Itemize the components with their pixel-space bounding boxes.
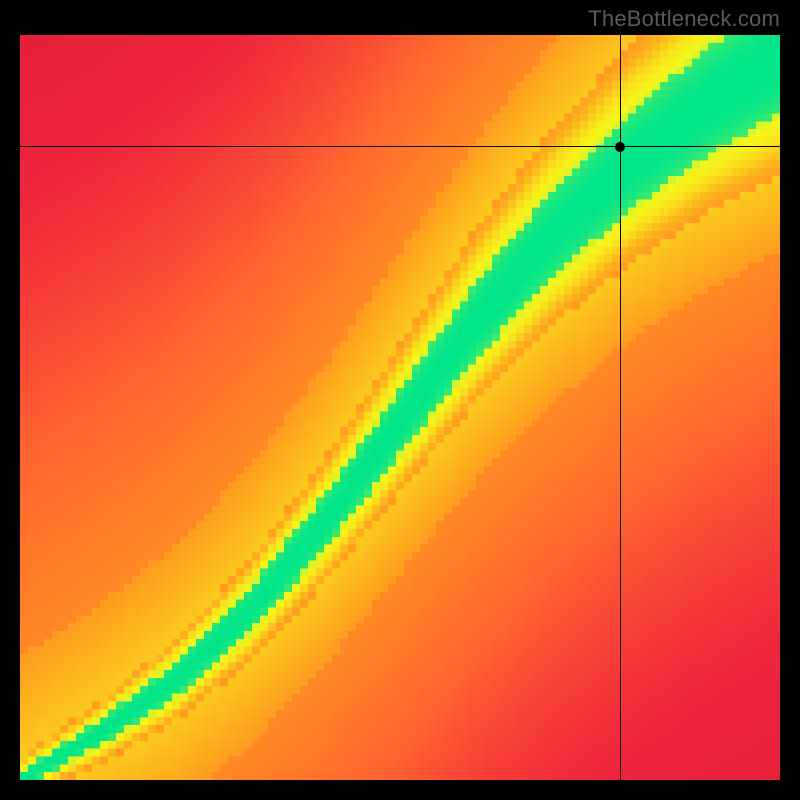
watermark-text: TheBottleneck.com	[588, 6, 780, 32]
chart-container: TheBottleneck.com	[0, 0, 800, 800]
crosshair-horizontal	[0, 146, 800, 147]
